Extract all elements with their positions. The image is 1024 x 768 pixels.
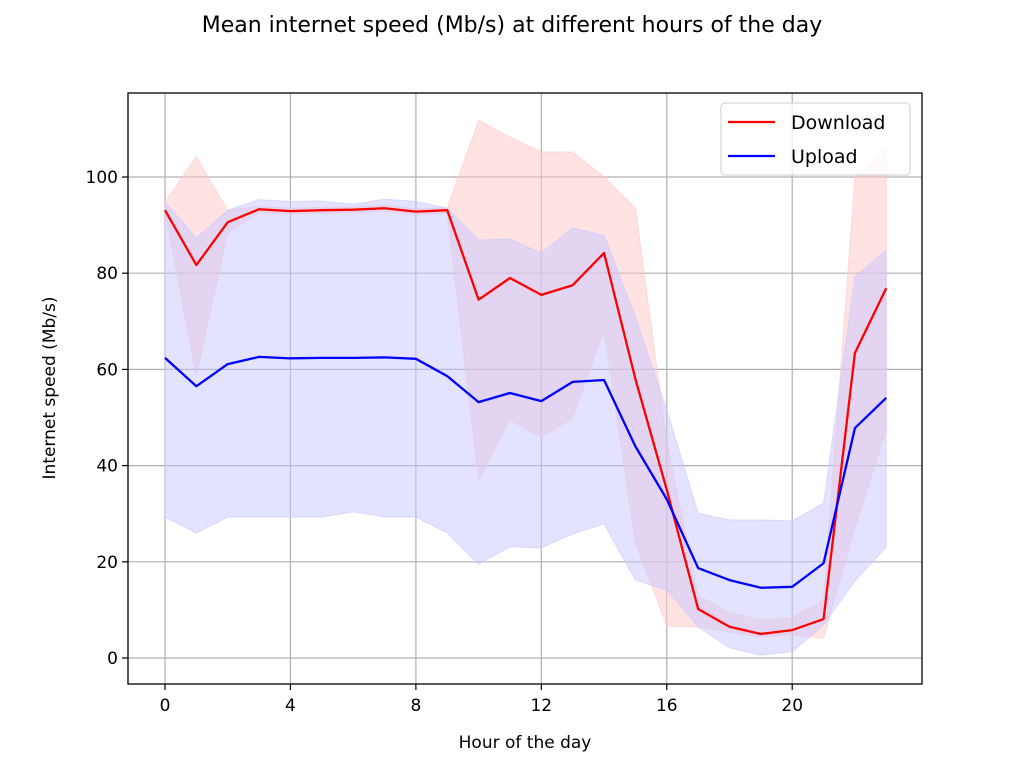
y-tick-label: 40	[96, 457, 118, 477]
x-tick-label: 0	[160, 696, 171, 716]
upload-line	[164, 355, 888, 589]
y-axis-ticks: 0 20 40 60 80 100	[86, 168, 128, 669]
x-tick-label: 16	[656, 696, 678, 716]
y-tick-label: 80	[96, 264, 118, 284]
legend-download-label: Download	[791, 112, 885, 134]
download-line	[164, 207, 888, 636]
y-tick-label: 0	[107, 649, 118, 669]
x-axis-label: Hour of the day	[459, 733, 592, 753]
x-tick-label: 4	[285, 696, 296, 716]
legend: Download Upload	[720, 102, 911, 176]
x-axis-ticks: 0 4 8 12 16 20	[160, 684, 803, 716]
upload-band	[164, 198, 887, 656]
y-tick-label: 100	[86, 168, 118, 188]
chart-title: Mean internet speed (Mb/s) at different …	[201, 13, 823, 38]
plot-frame	[127, 92, 923, 685]
x-tick-label: 20	[781, 696, 803, 716]
y-axis-label: Internet speed (Mb/s)	[40, 297, 60, 480]
y-tick-label: 20	[96, 553, 118, 573]
series-lines	[164, 207, 888, 636]
x-tick-label: 8	[410, 696, 421, 716]
legend-upload-label: Upload	[791, 146, 858, 168]
x-tick-label: 12	[530, 696, 552, 716]
confidence-bands	[164, 119, 887, 656]
y-tick-label: 60	[96, 360, 118, 380]
